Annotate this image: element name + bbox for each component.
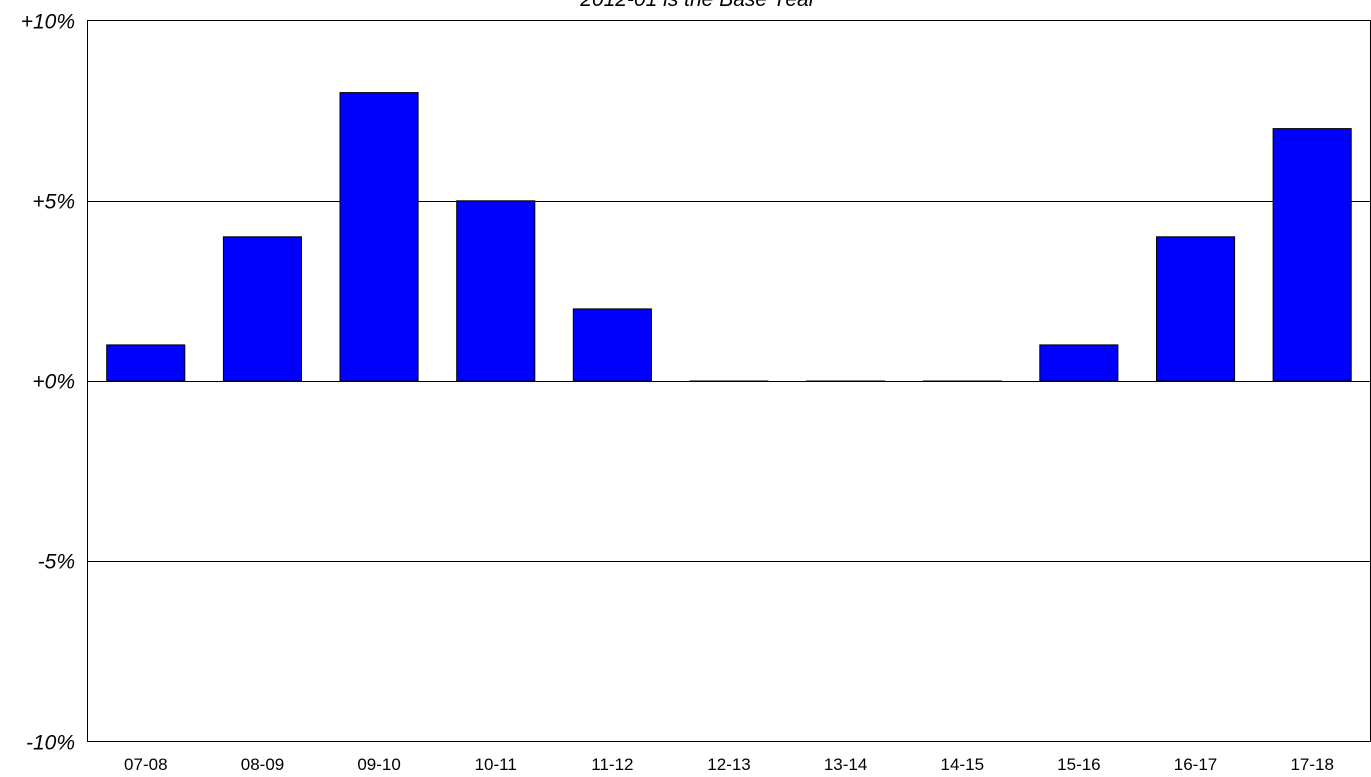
bar-14-15 bbox=[922, 380, 1002, 382]
x-tick-label: 08-09 bbox=[241, 755, 284, 774]
y-tick-label: -5% bbox=[38, 551, 75, 574]
x-tick-label: 09-10 bbox=[357, 755, 400, 774]
y-tick-label: +0% bbox=[32, 371, 75, 394]
y-tick-label: -10% bbox=[26, 732, 75, 755]
x-tick-label: 14-15 bbox=[941, 755, 984, 774]
bar-07-08 bbox=[106, 344, 186, 382]
x-tick-label: 10-11 bbox=[475, 755, 517, 774]
bar-11-12 bbox=[572, 308, 652, 382]
x-tick-label: 15-16 bbox=[1057, 755, 1100, 774]
bar-12-13 bbox=[689, 380, 769, 382]
x-tick-label: 12-13 bbox=[707, 755, 750, 774]
bars bbox=[106, 92, 1352, 382]
y-tick-label: +10% bbox=[21, 11, 75, 34]
bar-16-17 bbox=[1156, 236, 1236, 382]
bar-09-10 bbox=[339, 92, 419, 382]
x-tick-label: 07-08 bbox=[124, 755, 167, 774]
x-tick-label: 13-14 bbox=[824, 755, 867, 774]
y-axis-ticks: +10% +5% +0% -5% -10% bbox=[21, 11, 75, 755]
bar-17-18 bbox=[1272, 128, 1352, 382]
bar-08-09 bbox=[222, 236, 302, 382]
x-tick-label: 17-18 bbox=[1290, 755, 1333, 774]
bar-15-16 bbox=[1039, 344, 1119, 382]
chart-title: 2012-01 is the Base Year bbox=[579, 0, 816, 11]
y-tick-label: +5% bbox=[32, 191, 75, 214]
bar-13-14 bbox=[806, 380, 886, 382]
bar-10-11 bbox=[456, 200, 536, 382]
x-tick-label: 16-17 bbox=[1174, 755, 1217, 774]
x-axis-ticks: 07-08 08-09 09-10 10-11 11-12 12-13 13-14 14-15… bbox=[124, 755, 1334, 774]
x-tick-label: 11-12 bbox=[591, 755, 633, 774]
